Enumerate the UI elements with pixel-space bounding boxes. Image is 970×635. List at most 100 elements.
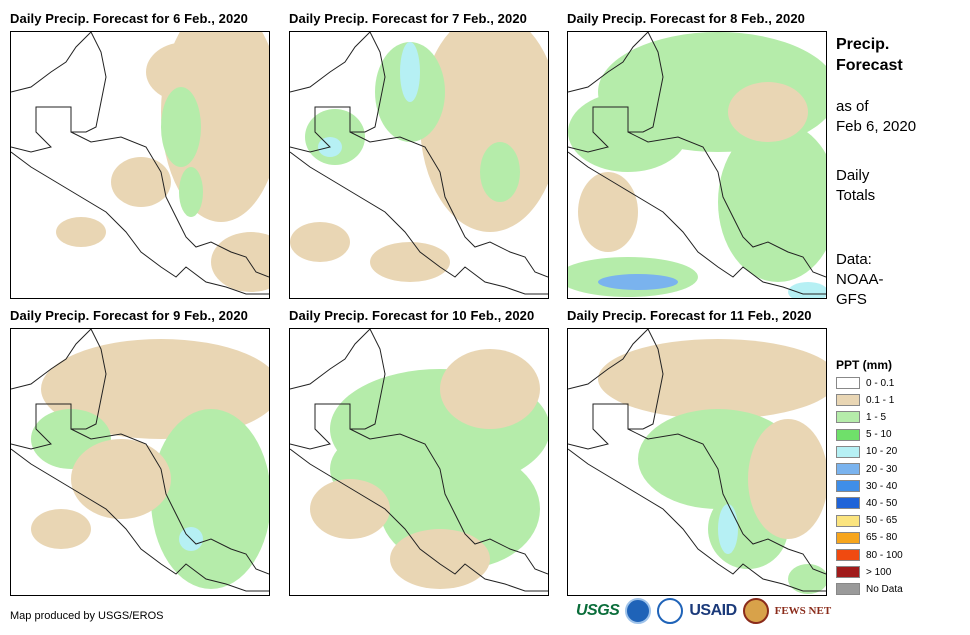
panel-title-6: Daily Precip. Forecast for 11 Feb., 2020: [567, 308, 812, 323]
coastline-outline: [11, 329, 269, 592]
precip-area: [578, 172, 638, 252]
precip-area: [211, 232, 269, 292]
as-of-text: as of Feb 6, 2020: [836, 97, 916, 137]
precip-area: [146, 42, 226, 102]
panel-title-3: Daily Precip. Forecast for 8 Feb., 2020: [567, 11, 806, 26]
legend-swatch: [836, 531, 860, 544]
heading-line-1: Precip.: [836, 36, 890, 53]
precip-map-2: [289, 31, 549, 299]
legend-label: 30 - 40: [866, 480, 898, 492]
precip-map-3: [567, 31, 827, 299]
legend-swatch: [836, 583, 860, 596]
fews-net-logo: FEWS NET: [774, 605, 832, 617]
logo-strip: USGS USAID FEWS NET: [576, 598, 831, 624]
precip-area: [400, 42, 420, 102]
panel-title-5: Daily Precip. Forecast for 10 Feb., 2020: [289, 308, 535, 323]
map-svg-6: [568, 329, 826, 594]
usaid-logo: USAID: [689, 602, 737, 619]
fews-globe-icon: [742, 598, 769, 624]
precip-area: [290, 222, 350, 262]
legend-item: 40 - 50: [836, 496, 897, 510]
legend-swatch: [836, 394, 860, 407]
precip-area: [305, 109, 365, 165]
precip-area: [370, 242, 450, 282]
precip-map-6: [567, 328, 827, 596]
forecast-heading: Precip. Forecast: [836, 34, 903, 76]
precip-map-4: [10, 328, 270, 596]
precip-area: [788, 564, 826, 594]
precip-map-1: [10, 31, 270, 299]
legend-label: 0.1 - 1: [866, 394, 895, 406]
map-svg-4: [11, 329, 269, 592]
legend-swatch: [836, 514, 860, 527]
legend-swatch: [836, 497, 860, 510]
legend-label: No Data: [866, 583, 903, 595]
legend-swatch: [836, 377, 860, 389]
coastline-outline: [290, 329, 548, 592]
legend-item: 80 - 100: [836, 548, 903, 562]
as-of-line-2: Feb 6, 2020: [836, 118, 917, 135]
legend-item: 0 - 0.1: [836, 376, 894, 390]
legend-swatch: [836, 411, 860, 424]
panel-title-2: Daily Precip. Forecast for 7 Feb., 2020: [289, 11, 528, 26]
precip-area: [310, 479, 390, 539]
legend-label: 65 - 80: [866, 532, 898, 544]
precip-area: [788, 282, 826, 298]
legend-item: 30 - 40: [836, 479, 897, 493]
precip-area: [179, 167, 203, 217]
coastline-outline: [11, 32, 269, 295]
map-svg-2: [290, 32, 548, 295]
precip-area: [598, 274, 678, 290]
legend-label: 40 - 50: [866, 497, 898, 509]
legend-item: > 100: [836, 565, 891, 579]
precip-area: [31, 509, 91, 549]
precip-area: [718, 122, 826, 282]
precip-area: [728, 82, 808, 142]
data-line-3: GFS: [836, 291, 867, 308]
usgs-logo: USGS: [576, 602, 620, 619]
heading-line-2: Forecast: [836, 57, 903, 74]
precip-area: [718, 504, 738, 554]
coastline-outline: [290, 32, 548, 295]
as-of-line-1: as of: [836, 98, 869, 115]
legend-swatch: [836, 428, 860, 441]
precip-map-5: [289, 328, 549, 596]
legend-swatch: [836, 549, 860, 561]
legend-item: 20 - 30: [836, 462, 897, 476]
panel-title-4: Daily Precip. Forecast for 9 Feb., 2020: [10, 308, 249, 323]
precip-area: [420, 32, 548, 232]
daily-totals-text: Daily Totals: [836, 166, 875, 206]
precip-area: [390, 529, 490, 589]
legend-label: 50 - 65: [866, 515, 898, 527]
legend-swatch: [836, 463, 860, 475]
legend-label: > 100: [866, 566, 892, 578]
legend-swatch: [836, 566, 860, 579]
daily-line-2: Totals: [836, 187, 876, 204]
precip-area: [748, 419, 826, 539]
data-source-text: Data: NOAA- GFS: [836, 250, 884, 310]
map-svg-5: [290, 329, 548, 592]
precip-area: [480, 142, 520, 202]
legend-item: 1 - 5: [836, 410, 886, 424]
precip-area: [111, 157, 171, 207]
panel-title-1: Daily Precip. Forecast for 6 Feb., 2020: [10, 11, 249, 26]
coastline-outline: [568, 32, 826, 295]
precip-area: [161, 87, 201, 167]
precip-area: [56, 217, 106, 247]
legend-item: 50 - 65: [836, 514, 897, 528]
legend-label: 80 - 100: [866, 549, 903, 561]
map-svg-3: [568, 32, 826, 298]
map-credit: Map produced by USGS/EROS: [10, 610, 164, 622]
nasa-logo-icon: [657, 598, 684, 624]
legend-item: 0.1 - 1: [836, 393, 894, 407]
noaa-logo-icon: [625, 598, 652, 624]
legend-label: 5 - 10: [866, 429, 892, 441]
legend-label: 10 - 20: [866, 446, 898, 458]
precip-area: [598, 339, 826, 419]
legend-swatch: [836, 445, 860, 458]
legend-item: 5 - 10: [836, 428, 892, 442]
daily-line-1: Daily: [836, 167, 870, 184]
legend-item: 65 - 80: [836, 531, 897, 545]
map-svg-1: [11, 32, 269, 295]
legend-swatch: [836, 480, 860, 493]
